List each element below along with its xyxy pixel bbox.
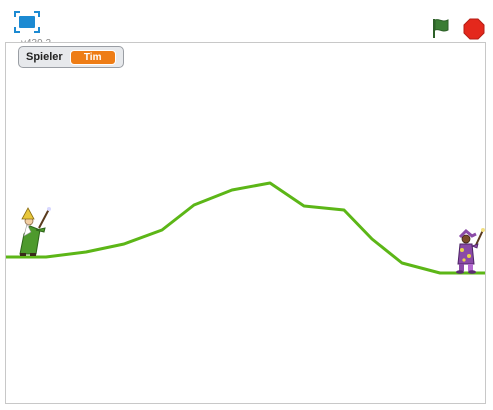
stage-canvas[interactable]: Spieler Tim [5, 42, 486, 404]
jester-sprite[interactable] [456, 228, 485, 274]
terrain-layer [6, 181, 485, 275]
fullscreen-icon[interactable] [14, 11, 40, 33]
variable-monitor-spieler[interactable]: Spieler Tim [18, 46, 124, 68]
monitor-label: Spieler [26, 51, 63, 63]
monitor-value: Tim [69, 49, 116, 65]
wizard-sprite[interactable] [19, 207, 51, 256]
terrain-line [6, 181, 485, 275]
player-controls-bar: v439.2 [5, 5, 486, 49]
green-flag-icon[interactable] [430, 17, 452, 39]
stop-sign-icon[interactable] [463, 18, 485, 40]
